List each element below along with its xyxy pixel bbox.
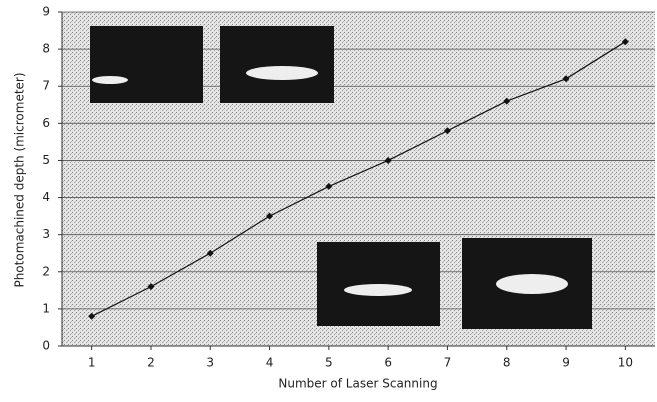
y-tick-label: 5 xyxy=(42,153,50,167)
photo-blob xyxy=(496,274,568,294)
y-tick-label: 1 xyxy=(42,301,50,315)
y-tick-label: 7 xyxy=(42,79,50,93)
x-tick-label: 3 xyxy=(206,356,214,370)
y-tick-label: 0 xyxy=(42,339,50,353)
photo-blob xyxy=(344,284,412,296)
x-tick-label: 4 xyxy=(266,356,274,370)
photo-blob xyxy=(246,66,318,80)
y-tick-label: 4 xyxy=(42,190,50,204)
x-tick-label: 8 xyxy=(503,356,511,370)
x-axis-label: Number of Laser Scanning xyxy=(278,377,437,391)
x-tick-label: 9 xyxy=(562,356,570,370)
photo xyxy=(90,26,203,103)
x-tick-label: 6 xyxy=(384,356,392,370)
y-axis-label: Photomachined depth (micrometer) xyxy=(13,72,27,287)
x-tick-label: 1 xyxy=(88,356,96,370)
photo-blob xyxy=(92,76,128,84)
x-tick-label: 10 xyxy=(618,356,633,370)
y-tick-label: 6 xyxy=(42,116,50,130)
chart: Number of Laser Scanning Photomachined d… xyxy=(0,0,657,402)
photo xyxy=(317,242,440,326)
y-tick-label: 3 xyxy=(42,227,50,241)
y-tick-label: 8 xyxy=(42,42,50,56)
x-tick-label: 5 xyxy=(325,356,333,370)
y-tick-label: 9 xyxy=(42,5,50,19)
x-tick-label: 2 xyxy=(147,356,155,370)
x-tick-label: 7 xyxy=(444,356,452,370)
photo xyxy=(220,26,334,103)
y-tick-label: 2 xyxy=(42,264,50,278)
